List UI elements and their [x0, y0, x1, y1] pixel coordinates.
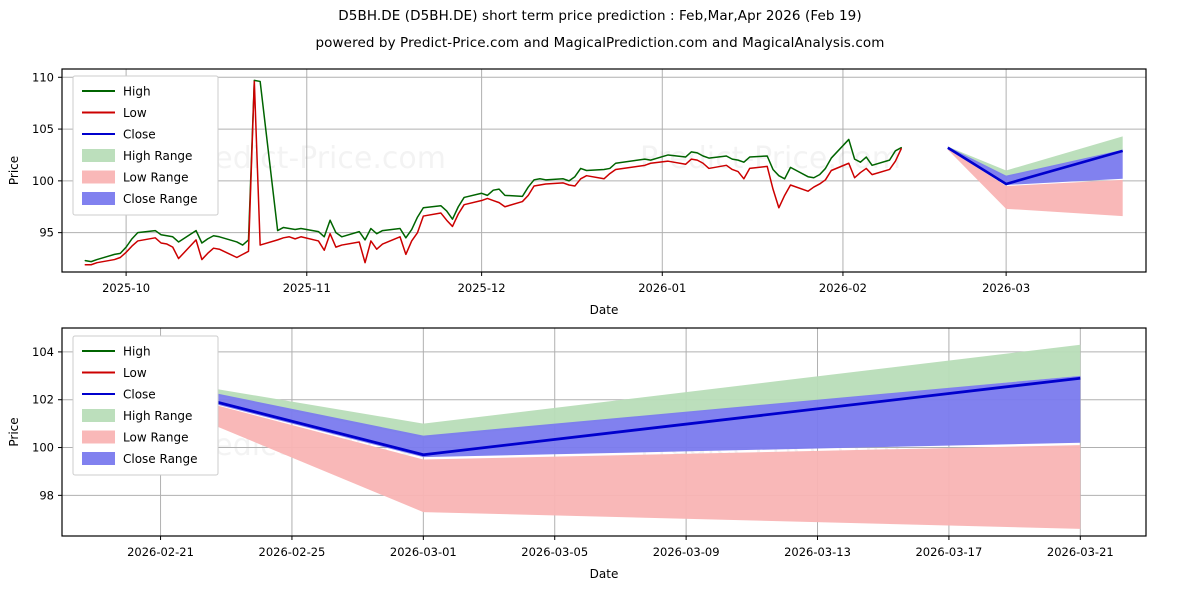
- legend-band-swatch: [82, 452, 115, 465]
- x-axis-label: Date: [590, 303, 619, 317]
- x-tick-label: 2026-02: [819, 281, 867, 295]
- x-tick-label: 2026-03-09: [653, 545, 720, 559]
- close-prediction-line: [947, 146, 1124, 186]
- low-line: [84, 80, 902, 266]
- top-plot-background: [62, 69, 1146, 272]
- legend-item[interactable]: High Range: [82, 409, 192, 423]
- legend-band-swatch: [82, 430, 115, 444]
- page-title: D5BH.DE (D5BH.DE) short term price predi…: [338, 8, 862, 24]
- legend-label: Low Range: [123, 171, 188, 185]
- x-tick-label: 2026-03-01: [390, 545, 457, 559]
- bottom-plot-frame: [61, 327, 1147, 537]
- x-tick-label: 2025-12: [458, 281, 506, 295]
- page-subtitle: powered by Predict-Price.com and Magical…: [315, 35, 885, 51]
- top-plot-frame: [61, 68, 1147, 273]
- legend-item[interactable]: High: [82, 85, 151, 99]
- high-range-band: [947, 136, 1123, 178]
- y-tick-label: 95: [39, 226, 54, 240]
- low-range-band: [947, 148, 1123, 217]
- y-tick-label: 105: [32, 122, 54, 136]
- x-axis-label: Date: [590, 567, 619, 581]
- high-line: [84, 79, 902, 263]
- legend-item[interactable]: Low Range: [82, 170, 188, 185]
- legend-item[interactable]: Low Range: [82, 430, 188, 445]
- legend-label: Close: [123, 128, 156, 142]
- x-tick-label: 2026-02-21: [127, 545, 194, 559]
- x-tick-label: 2026-02-25: [259, 545, 326, 559]
- x-tick-label: 2026-03-13: [784, 545, 851, 559]
- legend-label: Close Range: [123, 192, 198, 206]
- legend-item[interactable]: High: [82, 345, 151, 359]
- x-tick-label: 2026-03-21: [1047, 545, 1114, 559]
- legend-band-swatch: [82, 192, 115, 205]
- legend-band-swatch: [82, 149, 115, 162]
- legend-item[interactable]: Close Range: [82, 452, 198, 466]
- legend-label: High: [123, 85, 151, 99]
- title-block: D5BH.DE (D5BH.DE) short term price predi…: [0, 0, 1200, 51]
- legend-item[interactable]: Close: [82, 388, 156, 402]
- y-tick-label: 110: [32, 70, 54, 84]
- top-chart: Predict-Price.comPredict-Price.comPredic…: [7, 68, 1147, 317]
- y-tick-label: 104: [32, 345, 54, 359]
- legend-label: Low: [123, 366, 147, 380]
- legend-label: Close Range: [123, 452, 198, 466]
- legend-label: Close: [123, 388, 156, 402]
- legend-item[interactable]: High Range: [82, 149, 192, 163]
- x-tick-label: 2025-10: [102, 281, 150, 295]
- legend: High Low Close High Range Low Range Close Ran…: [72, 335, 219, 476]
- y-tick-label: 100: [32, 174, 54, 188]
- y-tick-label: 102: [32, 393, 54, 407]
- legend-item[interactable]: Low: [82, 106, 147, 120]
- legend-item[interactable]: Close Range: [82, 192, 198, 206]
- x-tick-label: 2026-01: [638, 281, 686, 295]
- x-tick-label: 2026-03: [982, 281, 1030, 295]
- legend-label: High Range: [123, 409, 192, 423]
- legend-band-swatch: [82, 170, 115, 184]
- y-tick-label: 100: [32, 441, 54, 455]
- legend-band-swatch: [82, 409, 115, 422]
- legend-label: High: [123, 345, 151, 359]
- low-range-band: [94, 373, 1081, 529]
- legend-label: Low: [123, 106, 147, 120]
- legend: High Low Close High Range Low Range Close Ran…: [72, 75, 219, 216]
- y-axis-label: Price: [7, 417, 21, 446]
- legend-item[interactable]: Close: [82, 128, 156, 142]
- watermark: Predict-Price.com: [640, 141, 901, 176]
- x-tick-label: 2026-03-05: [521, 545, 588, 559]
- y-tick-label: 98: [39, 488, 54, 502]
- bottom-chart: Predict-Price.comPredict-Price.com981001…: [7, 327, 1147, 581]
- watermark: Predict-Price.com: [185, 141, 446, 176]
- legend-label: Low Range: [123, 431, 188, 445]
- legend-item[interactable]: Low: [82, 366, 147, 380]
- y-axis-label: Price: [7, 156, 21, 185]
- legend-label: High Range: [123, 149, 192, 163]
- x-tick-label: 2025-11: [283, 281, 331, 295]
- high-range-band: [94, 344, 1081, 438]
- x-tick-label: 2026-03-17: [915, 545, 982, 559]
